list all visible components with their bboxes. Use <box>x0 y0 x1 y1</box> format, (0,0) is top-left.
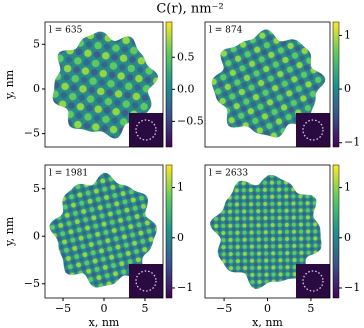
y-tick-label: 0 <box>33 229 40 242</box>
x-tick-label: 0 <box>264 302 271 315</box>
inset-ring <box>135 270 157 292</box>
panel-label: l = 1981 <box>49 169 88 179</box>
colorbar-tick-label: 1 <box>177 181 184 194</box>
panel-label: l = 874 <box>209 26 243 36</box>
colorbar-tick-label: −1 <box>177 281 193 294</box>
heatmap-region <box>210 174 322 289</box>
colorbar-tick-label: −1 <box>344 281 360 294</box>
colorbar-tick-label: 1 <box>344 28 351 41</box>
colorbar <box>332 164 340 299</box>
inset <box>129 264 163 298</box>
x-tick-label: 0 <box>101 302 108 315</box>
colorbar <box>332 21 340 148</box>
panel-label: l = 635 <box>49 26 83 36</box>
colorbar-tick-label: 0 <box>344 231 351 244</box>
colorbar-tick-label: −0.5 <box>177 114 204 127</box>
colorbar <box>165 21 173 148</box>
inset-ring <box>302 119 324 141</box>
colorbar-tick-label: 0 <box>344 82 351 95</box>
inset <box>296 113 330 147</box>
heatmap-region <box>211 29 326 138</box>
x-axis-label: x, nm <box>252 316 283 328</box>
x-tick-label: 5 <box>307 302 314 315</box>
colorbar <box>165 164 173 299</box>
colorbar-tick-label: 0 <box>177 231 184 244</box>
colorbar-tick-label: 0.0 <box>177 82 195 95</box>
y-tick-label: 5 <box>33 182 40 195</box>
colorbar-tick-label: 1 <box>344 181 351 194</box>
y-tick-label: 0 <box>33 82 40 95</box>
inset <box>296 264 330 298</box>
heatmap-region <box>49 172 157 288</box>
colorbar-tick-label: −1 <box>344 136 360 149</box>
heatmap-region <box>52 31 159 139</box>
x-tick-label: 5 <box>141 302 148 315</box>
y-axis-label: y, nm <box>3 69 16 100</box>
y-tick-label: 5 <box>33 37 40 50</box>
x-tick-label: −5 <box>55 302 71 315</box>
x-axis-label: x, nm <box>89 316 120 328</box>
figure-title: C(r), nm⁻² <box>156 2 223 17</box>
inset <box>129 113 163 147</box>
colorbar-tick-label: 0.5 <box>177 50 195 63</box>
inset-ring <box>302 270 324 292</box>
panel-label: l = 2633 <box>209 169 248 179</box>
axes-frame <box>204 21 331 148</box>
inset-ring <box>135 119 157 141</box>
x-tick-label: −5 <box>216 302 232 315</box>
y-tick-label: −5 <box>24 127 40 140</box>
axes-frame <box>44 21 164 148</box>
y-axis-label: y, nm <box>3 216 16 247</box>
y-tick-label: −5 <box>24 277 40 290</box>
